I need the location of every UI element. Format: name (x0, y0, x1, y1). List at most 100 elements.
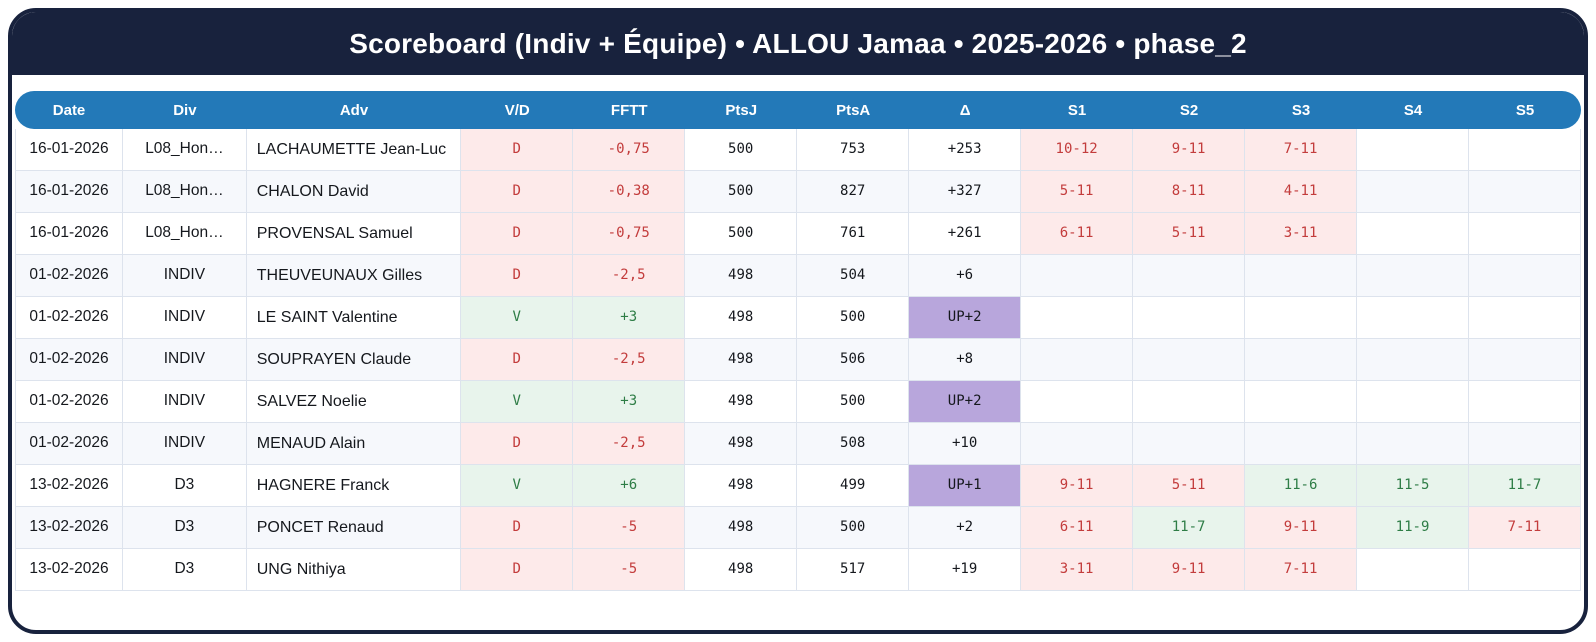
cell-ptsj: 500 (685, 171, 798, 213)
cell-vd: D (461, 171, 574, 213)
cell-set-s4 (1357, 213, 1469, 255)
cell-ptsa: 504 (797, 255, 910, 297)
cell-vd: D (461, 507, 574, 549)
cell-delta: +10 (909, 423, 1022, 465)
column-header-s1: S1 (1021, 91, 1134, 129)
cell-set-s2: 5-11 (1133, 213, 1246, 255)
cell-fftt: -5 (573, 549, 686, 591)
cell-set-s2 (1133, 255, 1246, 297)
cell-set-s1: 9-11 (1021, 465, 1134, 507)
cell-ptsj: 498 (685, 297, 798, 339)
cell-ptsj: 500 (685, 213, 798, 255)
column-header-ptsa: PtsA (797, 91, 910, 129)
cell-delta: UP+2 (909, 381, 1022, 423)
cell-div: D3 (123, 549, 247, 591)
cell-set-s4 (1357, 423, 1469, 465)
cell-ptsa: 499 (797, 465, 910, 507)
cell-set-s2 (1133, 339, 1246, 381)
cell-set-s1: 6-11 (1021, 213, 1134, 255)
table-row: 01-02-2026 INDIV MENAUD Alain D -2,5 498 508 +1… (15, 423, 1581, 465)
cell-fftt: +3 (573, 381, 686, 423)
cell-set-s1 (1021, 297, 1134, 339)
cell-set-s2: 8-11 (1133, 171, 1246, 213)
cell-set-s3: 11-6 (1245, 465, 1358, 507)
cell-ptsa: 517 (797, 549, 910, 591)
table-row: 13-02-2026 D3 PONCET Renaud D -5 498 500 +2 6-11… (15, 507, 1581, 549)
cell-set-s1 (1021, 381, 1134, 423)
cell-set-s5: 11-7 (1469, 465, 1581, 507)
cell-ptsa: 827 (797, 171, 910, 213)
cell-set-s3 (1245, 297, 1358, 339)
cell-set-s5 (1469, 213, 1581, 255)
cell-set-s3 (1245, 423, 1358, 465)
column-header-ptsj: PtsJ (685, 91, 798, 129)
cell-set-s1 (1021, 255, 1134, 297)
cell-set-s3: 3-11 (1245, 213, 1358, 255)
cell-ptsa: 500 (797, 381, 910, 423)
cell-set-s2 (1133, 297, 1246, 339)
app-frame: Scoreboard (Indiv + Équipe) • ALLOU Jama… (8, 8, 1588, 634)
cell-delta: +8 (909, 339, 1022, 381)
cell-fftt: -5 (573, 507, 686, 549)
cell-ptsj: 498 (685, 381, 798, 423)
cell-fftt: -0,38 (573, 171, 686, 213)
cell-delta: UP+2 (909, 297, 1022, 339)
page-title: Scoreboard (Indiv + Équipe) • ALLOU Jama… (349, 27, 1247, 59)
cell-set-s4 (1357, 381, 1469, 423)
cell-set-s3: 7-11 (1245, 129, 1358, 171)
cell-set-s4 (1357, 297, 1469, 339)
column-header-delta: Δ (909, 91, 1022, 129)
cell-set-s5 (1469, 129, 1581, 171)
cell-set-s3 (1245, 381, 1358, 423)
cell-fftt: -0,75 (573, 129, 686, 171)
cell-set-s2: 9-11 (1133, 129, 1246, 171)
cell-vd: D (461, 549, 574, 591)
cell-ptsa: 500 (797, 507, 910, 549)
cell-set-s1: 6-11 (1021, 507, 1134, 549)
cell-date: 13-02-2026 (15, 549, 124, 591)
cell-div: INDIV (123, 339, 247, 381)
cell-ptsj: 498 (685, 549, 798, 591)
cell-set-s5: 7-11 (1469, 507, 1581, 549)
title-bar: Scoreboard (Indiv + Équipe) • ALLOU Jama… (12, 12, 1584, 75)
cell-div: D3 (123, 465, 247, 507)
cell-adv: SALVEZ Noelie (246, 381, 462, 423)
cell-div: INDIV (123, 255, 247, 297)
cell-date: 16-01-2026 (15, 213, 124, 255)
table-row: 01-02-2026 INDIV LE SAINT Valentine V +3 498 5… (15, 297, 1581, 339)
table-row: 16-01-2026 L08_Hon… CHALON David D -0,38 500 8… (15, 171, 1581, 213)
cell-fftt: -2,5 (573, 255, 686, 297)
cell-set-s5 (1469, 255, 1581, 297)
cell-ptsa: 753 (797, 129, 910, 171)
cell-set-s2: 9-11 (1133, 549, 1246, 591)
cell-vd: D (461, 339, 574, 381)
cell-set-s1: 10-12 (1021, 129, 1134, 171)
cell-adv: SOUPRAYEN Claude (246, 339, 462, 381)
cell-date: 01-02-2026 (15, 339, 124, 381)
column-header-s2: S2 (1133, 91, 1246, 129)
table-container: Date Div Adv V/D FFTT PtsJ PtsA Δ S1 S2 S3 S4 S5 16-… (12, 75, 1584, 591)
cell-set-s5 (1469, 171, 1581, 213)
cell-ptsj: 498 (685, 423, 798, 465)
cell-adv: MENAUD Alain (246, 423, 462, 465)
cell-fftt: -0,75 (573, 213, 686, 255)
cell-adv: HAGNERE Franck (246, 465, 462, 507)
cell-fftt: +6 (573, 465, 686, 507)
table-row: 13-02-2026 D3 HAGNERE Franck V +6 498 499 UP+1 9… (15, 465, 1581, 507)
cell-div: L08_Hon… (123, 171, 247, 213)
cell-vd: D (461, 129, 574, 171)
cell-set-s4 (1357, 339, 1469, 381)
cell-div: D3 (123, 507, 247, 549)
cell-fftt: +3 (573, 297, 686, 339)
cell-vd: D (461, 423, 574, 465)
cell-ptsa: 506 (797, 339, 910, 381)
cell-set-s4 (1357, 549, 1469, 591)
cell-delta: +6 (909, 255, 1022, 297)
scoreboard-table: Date Div Adv V/D FFTT PtsJ PtsA Δ S1 S2 S3 S4 S5 16-… (15, 91, 1581, 591)
cell-adv: LACHAUMETTE Jean-Luc (246, 129, 462, 171)
column-header-date: Date (15, 91, 124, 129)
table-row: 13-02-2026 D3 UNG Nithiya D -5 498 517 +19 3-11 9… (15, 549, 1581, 591)
cell-set-s1 (1021, 423, 1134, 465)
cell-delta: +253 (909, 129, 1022, 171)
column-header-s4: S4 (1357, 91, 1469, 129)
